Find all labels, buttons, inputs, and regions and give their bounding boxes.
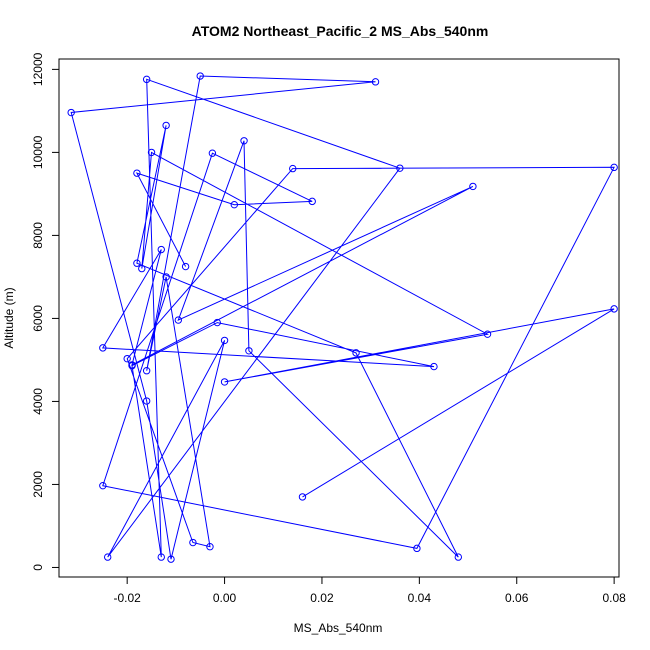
data-point	[123, 354, 131, 363]
y-tick-label: 6000	[31, 305, 45, 332]
data-point	[208, 149, 217, 157]
x-axis-label: MS_Abs_540nm	[294, 621, 383, 635]
data-point	[181, 262, 190, 271]
data-point	[469, 182, 477, 191]
data-point	[133, 169, 141, 177]
data-point	[298, 493, 307, 501]
data-point	[174, 316, 183, 324]
y-axis: 0 2000 4000 6000 8000 10000 12000	[31, 52, 59, 571]
x-tick-label: 0.08	[602, 591, 626, 605]
data-point	[157, 245, 165, 254]
data-point	[213, 318, 221, 327]
data-point	[371, 78, 380, 86]
data-point	[220, 378, 229, 386]
data-point	[308, 197, 316, 206]
y-tick-label: 12000	[31, 52, 45, 86]
y-tick-label: 4000	[31, 388, 45, 415]
data-point	[196, 72, 204, 80]
x-axis: -0.02 0.00 0.02 0.04 0.06 0.08	[113, 577, 626, 605]
data-point	[220, 336, 229, 345]
data-point	[454, 553, 463, 561]
data-point	[128, 362, 136, 370]
series-line	[70, 75, 615, 560]
data-point	[162, 121, 170, 130]
data-point	[67, 108, 75, 117]
x-tick-label: 0.06	[505, 591, 529, 605]
data-point	[142, 367, 151, 375]
data-point	[99, 481, 107, 490]
data-point	[138, 264, 146, 273]
data-point	[230, 200, 239, 209]
data-point	[157, 553, 165, 561]
y-tick-label: 2000	[31, 471, 45, 498]
data-point	[189, 538, 197, 547]
data-point	[167, 555, 175, 563]
data-point	[103, 553, 112, 561]
series-layer	[67, 72, 618, 563]
data-point	[396, 164, 404, 172]
data-point	[162, 273, 170, 281]
data-point	[206, 543, 214, 551]
data-point	[610, 305, 618, 313]
y-tick-label: 8000	[31, 222, 45, 249]
y-tick-label: 10000	[31, 135, 45, 169]
data-point	[289, 164, 297, 173]
data-point	[133, 259, 141, 267]
chart-title: ATOM2 Northeast_Pacific_2 MS_Abs_540nm	[192, 23, 489, 39]
y-axis-label: Altitude (m)	[2, 287, 16, 348]
x-tick-label: -0.02	[113, 591, 141, 605]
data-point	[142, 75, 151, 84]
data-point	[99, 344, 107, 352]
x-tick-label: 0.00	[213, 591, 237, 605]
data-point	[413, 544, 421, 553]
plot-frame	[58, 58, 620, 578]
data-point	[142, 397, 151, 405]
data-point	[240, 137, 248, 145]
data-point	[430, 362, 438, 371]
x-tick-label: 0.04	[408, 591, 432, 605]
data-point	[610, 163, 618, 172]
data-point	[483, 330, 492, 338]
data-point	[352, 349, 360, 357]
data-point	[245, 347, 253, 355]
y-tick-label: 0	[31, 564, 45, 571]
x-tick-label: 0.02	[310, 591, 334, 605]
data-point	[147, 148, 156, 157]
